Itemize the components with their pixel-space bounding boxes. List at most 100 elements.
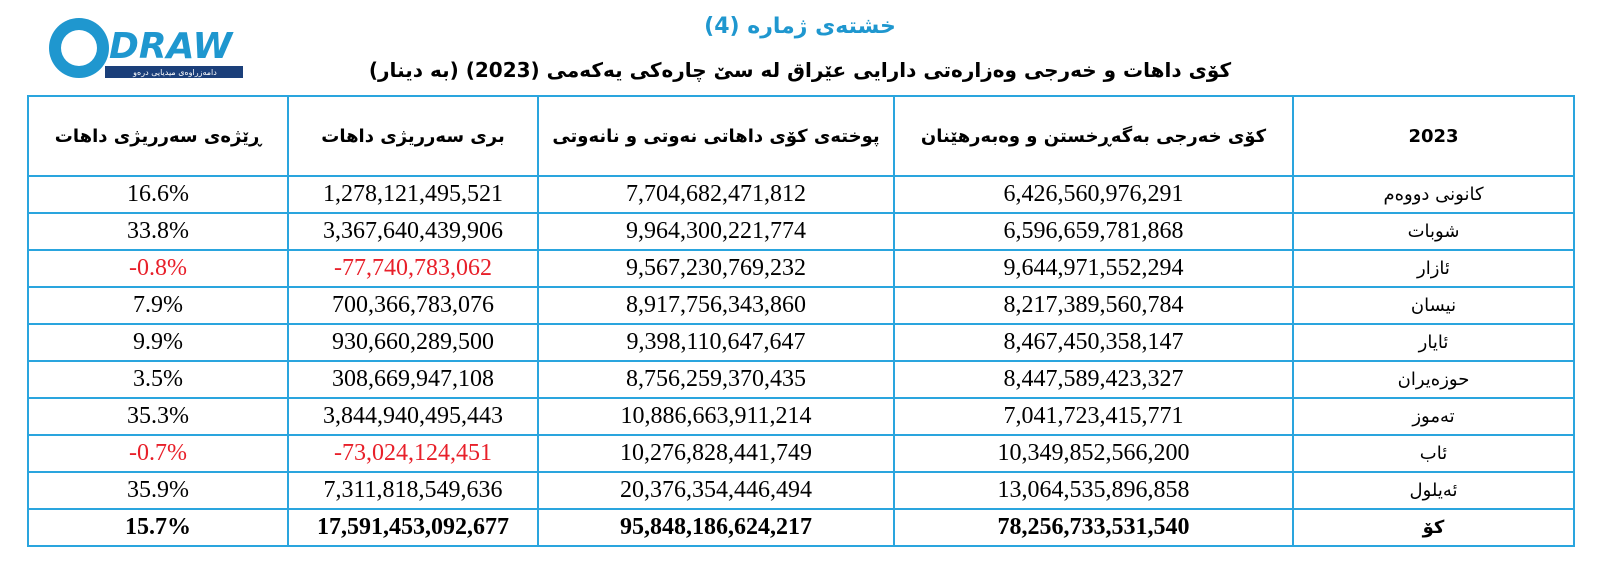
table-row: ئایار 8,467,450,358,147 9,398,110,647,647 9… xyxy=(27,323,1575,362)
subtitle: کۆی داهات و خەرجی وەزارەتی دارایی عێراق … xyxy=(368,58,1232,82)
cell-value: 8,756,259,370,435 xyxy=(626,366,806,392)
cell: 6,426,560,976,291 xyxy=(893,175,1294,214)
cell-value: 7,704,682,471,812 xyxy=(626,181,806,207)
cell: 17,591,453,092,677 xyxy=(287,508,539,547)
column-header: ڕێژەی سەرریژی داهات xyxy=(27,95,289,177)
cell-value: 308,669,947,108 xyxy=(332,366,494,392)
cell-value: 7,041,723,415,771 xyxy=(1003,403,1184,429)
cell: 10,349,852,566,200 xyxy=(893,434,1294,473)
header-row: 2023 کۆی خەرجی بەگەڕخستن و وەبەرهێنان پوخت… xyxy=(27,95,1575,177)
cell-value: 8,217,389,560,784 xyxy=(1003,292,1184,318)
cell-value: 13,064,535,896,858 xyxy=(997,477,1190,503)
cell-value: 16.6% xyxy=(127,181,189,207)
cell-value: 6,426,560,976,291 xyxy=(1003,181,1184,207)
cell-value: 7.9% xyxy=(133,292,183,318)
cell-value: 20,376,354,446,494 xyxy=(620,477,812,503)
cell: 10,886,663,911,214 xyxy=(537,397,895,436)
row-label: حوزەیران xyxy=(1292,360,1575,399)
cell-value: 930,660,289,500 xyxy=(332,329,494,355)
cell: 35.3% xyxy=(27,397,289,436)
row-label: تەموز xyxy=(1292,397,1575,436)
cell-value: 700,366,783,076 xyxy=(332,292,494,318)
table-row: کۆ 78,256,733,531,540 95,848,186,624,217 17… xyxy=(27,508,1575,547)
cell-value: 3,844,940,495,443 xyxy=(323,403,503,429)
cell: 10,276,828,441,749 xyxy=(537,434,895,473)
cell-value: 9,567,230,769,232 xyxy=(626,255,806,281)
row-label: نیسان xyxy=(1292,286,1575,325)
table-row: تەموز 7,041,723,415,771 10,886,663,911,214… xyxy=(27,397,1575,436)
row-label: ئاب xyxy=(1292,434,1575,473)
cell-value: 17,591,453,092,677 xyxy=(317,514,509,540)
cell: 8,447,589,423,327 xyxy=(893,360,1294,399)
cell-value: 3.5% xyxy=(133,366,183,392)
column-header: 2023 xyxy=(1292,95,1575,177)
cell: 15.7% xyxy=(27,508,289,547)
row-label: کانونی دووەم xyxy=(1292,175,1575,214)
title: خشتەی ژمارە (4) xyxy=(704,14,896,39)
cell-value: 6,596,659,781,868 xyxy=(1003,218,1184,244)
cell: 8,917,756,343,860 xyxy=(537,286,895,325)
cell-value: 10,349,852,566,200 xyxy=(997,440,1190,466)
table-row: شوبات 6,596,659,781,868 9,964,300,221,774 3… xyxy=(27,212,1575,251)
cell: 9,964,300,221,774 xyxy=(537,212,895,251)
cell-value: 8,917,756,343,860 xyxy=(626,292,806,318)
cell: 20,376,354,446,494 xyxy=(537,471,895,510)
row-label: کۆ xyxy=(1292,508,1575,547)
cell-value: 9.9% xyxy=(133,329,183,355)
cell: 3.5% xyxy=(27,360,289,399)
cell: -77,740,783,062 xyxy=(287,249,539,288)
cell: 33.8% xyxy=(27,212,289,251)
cell: 95,848,186,624,217 xyxy=(537,508,895,547)
cell: 8,756,259,370,435 xyxy=(537,360,895,399)
cell: 78,256,733,531,540 xyxy=(893,508,1294,547)
cell: 1,278,121,495,521 xyxy=(287,175,539,214)
cell: 9,644,971,552,294 xyxy=(893,249,1294,288)
cell-value: 10,886,663,911,214 xyxy=(620,403,812,429)
column-header: کۆی خەرجی بەگەڕخستن و وەبەرهێنان xyxy=(893,95,1294,177)
cell-value: 35.3% xyxy=(127,403,189,429)
cell-value: -73,024,124,451 xyxy=(334,440,492,466)
table-row: کانونی دووەم 6,426,560,976,291 7,704,682,4… xyxy=(27,175,1575,214)
cell: 7.9% xyxy=(27,286,289,325)
cell-value: 7,311,818,549,636 xyxy=(323,477,503,503)
logo: DRAW دامەزراوەی میدیایی درەو xyxy=(49,18,243,78)
cell-value: 3,367,640,439,906 xyxy=(323,218,503,244)
column-header: پوختەی کۆی داهاتی نەوتی و نانەوتی xyxy=(537,95,895,177)
data-table: 2023 کۆی خەرجی بەگەڕخستن و وەبەرهێنان پوخت… xyxy=(27,95,1575,547)
row-label: ئایار xyxy=(1292,323,1575,362)
cell-value: 10,276,828,441,749 xyxy=(620,440,812,466)
cell: 3,367,640,439,906 xyxy=(287,212,539,251)
row-label: ئەیلول xyxy=(1292,471,1575,510)
cell-value: 9,964,300,221,774 xyxy=(626,218,806,244)
cell-value: 35.9% xyxy=(127,477,189,503)
cell: 9,567,230,769,232 xyxy=(537,249,895,288)
cell: 930,660,289,500 xyxy=(287,323,539,362)
table-row: ئازار 9,644,971,552,294 9,567,230,769,232 -… xyxy=(27,249,1575,288)
cell-value: 15.7% xyxy=(125,514,191,540)
cell: -0.8% xyxy=(27,249,289,288)
cell: 7,041,723,415,771 xyxy=(893,397,1294,436)
cell: 8,467,450,358,147 xyxy=(893,323,1294,362)
cell: 13,064,535,896,858 xyxy=(893,471,1294,510)
cell-value: 9,398,110,647,647 xyxy=(626,329,806,355)
cell-value: 78,256,733,531,540 xyxy=(997,514,1190,540)
cell: 9.9% xyxy=(27,323,289,362)
cell-value: 33.8% xyxy=(127,218,189,244)
logo-mark-inner xyxy=(61,30,97,66)
logo-name: DRAW xyxy=(109,26,234,67)
cell-value: 95,848,186,624,217 xyxy=(620,514,812,540)
column-header: بری سەرریژی داهات xyxy=(287,95,539,177)
cell-value: 1,278,121,495,521 xyxy=(323,181,503,207)
table-row: نیسان 8,217,389,560,784 8,917,756,343,860 7… xyxy=(27,286,1575,325)
cell: 35.9% xyxy=(27,471,289,510)
cell-value: 8,447,589,423,327 xyxy=(1003,366,1184,392)
table-row: ئەیلول 13,064,535,896,858 20,376,354,446,4… xyxy=(27,471,1575,510)
cell: 3,844,940,495,443 xyxy=(287,397,539,436)
cell: 7,704,682,471,812 xyxy=(537,175,895,214)
cell: -73,024,124,451 xyxy=(287,434,539,473)
row-label: شوبات xyxy=(1292,212,1575,251)
table-row: ئاب 10,349,852,566,200 10,276,828,441,749 -… xyxy=(27,434,1575,473)
logo-bar xyxy=(105,66,243,78)
cell-value: 9,644,971,552,294 xyxy=(1003,255,1184,281)
